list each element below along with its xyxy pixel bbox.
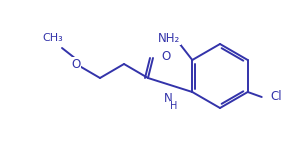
Text: Cl: Cl <box>271 90 282 104</box>
Text: CH₃: CH₃ <box>43 33 63 43</box>
Text: NH₂: NH₂ <box>158 32 181 44</box>
Text: N: N <box>164 92 173 106</box>
Text: H: H <box>170 101 178 111</box>
Text: O: O <box>161 50 170 62</box>
Text: O: O <box>71 58 81 70</box>
